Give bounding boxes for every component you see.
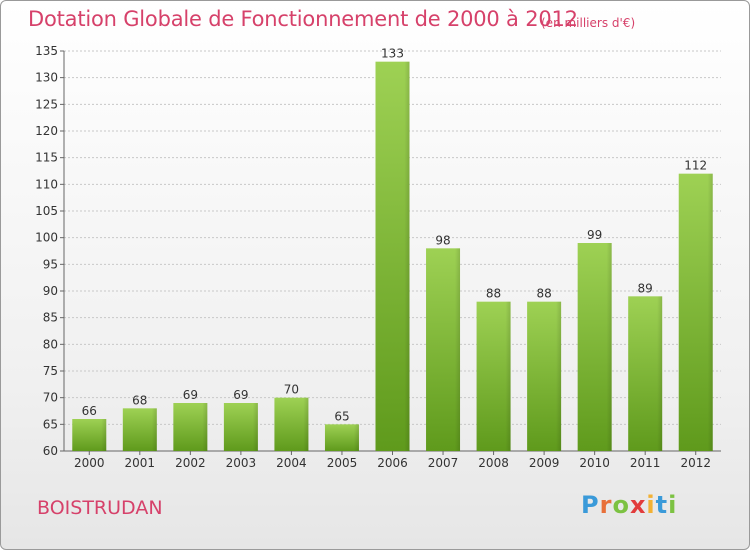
bar-shade (577, 243, 612, 451)
x-tick-labels: 2000 2001 2002 2003 2004 2005 2006 2007 2008 2009… (74, 456, 711, 470)
y-tick-label: 125 (35, 97, 58, 111)
y-tick-label: 85 (43, 311, 58, 325)
value-label: 88 (486, 287, 501, 301)
x-tick-label: 2011 (630, 456, 661, 470)
bar-shade (426, 248, 461, 451)
y-tick-label: 90 (43, 284, 58, 298)
logo-letter: r (599, 491, 613, 519)
bar-shade (324, 424, 359, 451)
value-label: 98 (435, 233, 450, 247)
bar-shade (173, 403, 208, 451)
y-tick-label: 65 (43, 417, 58, 431)
x-tick-label: 2006 (377, 456, 408, 470)
y-tick-label: 70 (43, 391, 58, 405)
y-tick-label: 95 (43, 257, 58, 271)
x-tick-label: 2001 (125, 456, 156, 470)
value-label: 112 (684, 159, 707, 173)
value-label: 66 (82, 404, 97, 418)
logo-letter: x (629, 491, 647, 519)
y-tick-label: 60 (43, 444, 58, 458)
y-tick-label: 75 (43, 364, 58, 378)
bar-shade (72, 419, 107, 451)
x-tick-label: 2002 (175, 456, 206, 470)
y-tick-label: 80 (43, 337, 58, 351)
logo-letter: i (668, 491, 678, 519)
value-label: 89 (638, 281, 653, 295)
bar-shade (274, 397, 309, 451)
bar-shade (375, 61, 410, 452)
x-tick-label: 2009 (529, 456, 560, 470)
value-label: 99 (587, 228, 602, 242)
chart-title: Dotation Globale de Fonctionnement de 20… (28, 7, 578, 31)
bar-shade (527, 301, 562, 451)
value-label: 88 (536, 287, 551, 301)
x-tick-label: 2012 (680, 456, 711, 470)
x-tick-label: 2004 (276, 456, 307, 470)
value-label: 68 (132, 393, 147, 407)
logo-letter: t (655, 491, 669, 519)
value-label: 133 (381, 47, 404, 61)
logo-letter: i (646, 491, 656, 519)
x-tick-label: 2010 (579, 456, 610, 470)
y-tick-label: 105 (35, 204, 58, 218)
value-labels: 66 68 69 69 70 65 133 98 88 88 99 89 112 (82, 47, 708, 424)
bars (72, 61, 713, 452)
bar-shade (628, 296, 663, 451)
bar-shade (223, 403, 258, 451)
bar-shade (678, 173, 713, 451)
proxiti-logo: Proxiti (581, 491, 677, 519)
x-tick-label: 2005 (327, 456, 358, 470)
value-label: 65 (334, 409, 349, 423)
x-tick-label: 2003 (226, 456, 257, 470)
value-label: 69 (233, 388, 248, 402)
y-tick-label: 100 (35, 231, 58, 245)
bar-shade (476, 301, 511, 451)
logo-letter: o (612, 491, 630, 519)
logo-letter: P (581, 491, 600, 519)
y-tick-labels: 60 65 70 75 80 85 90 95 100 105 110 115 120 125 130 135 (35, 44, 58, 458)
value-label: 70 (284, 383, 299, 397)
chart-unit: (en milliers d'€) (541, 16, 636, 30)
y-tick-label: 130 (35, 71, 58, 85)
y-tick-label: 135 (35, 44, 58, 58)
x-tick-label: 2008 (478, 456, 509, 470)
commune-name: BOISTRUDAN (37, 497, 163, 519)
y-tick-label: 120 (35, 124, 58, 138)
y-tick-label: 115 (35, 151, 58, 165)
x-tick-label: 2000 (74, 456, 105, 470)
x-tick-label: 2007 (428, 456, 459, 470)
bar-shade (122, 408, 157, 451)
value-label: 69 (183, 388, 198, 402)
y-tick-label: 110 (35, 177, 58, 191)
